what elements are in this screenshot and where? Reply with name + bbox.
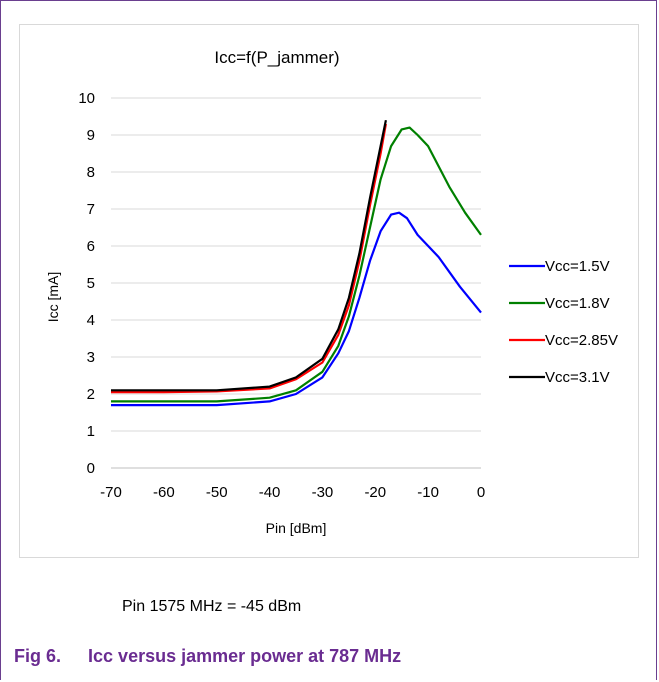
legend: Vcc=1.5V Vcc=1.8V Vcc=2.85V Vcc=3.1V <box>509 258 618 386</box>
grid-lines <box>111 97 481 469</box>
x-tick-label: -40 <box>259 484 281 501</box>
y-axis-ticks: 0 1 2 3 4 5 6 7 8 9 10 <box>78 90 95 477</box>
y-tick-label: 3 <box>87 349 95 366</box>
figure-number: Fig 6. <box>14 646 62 666</box>
y-tick-label: 8 <box>87 164 95 181</box>
y-tick-label: 2 <box>87 386 95 403</box>
y-tick-label: 10 <box>78 90 95 107</box>
x-tick-label: -30 <box>312 484 334 501</box>
y-tick-label: 4 <box>87 312 95 329</box>
series-line <box>111 126 482 403</box>
x-axis-ticks: -70 -60 -50 -40 -30 -20 -10 0 <box>100 484 485 501</box>
line-chart: Icc=f(P_jammer) Icc [mA] Pin [dBm] 0 1 2 3 4… <box>45 48 618 536</box>
legend-label: Vcc=3.1V <box>545 369 610 386</box>
x-tick-label: 0 <box>477 484 485 501</box>
chart-title: Icc=f(P_jammer) <box>214 48 339 67</box>
pin-note: Pin 1575 MHz = -45 dBm <box>122 598 302 615</box>
legend-label: Vcc=1.5V <box>545 258 610 275</box>
series-lines <box>111 119 482 407</box>
x-tick-label: -50 <box>206 484 228 501</box>
y-axis-label: Icc [mA] <box>45 272 61 323</box>
y-tick-label: 6 <box>87 238 95 255</box>
series-line <box>111 119 387 392</box>
x-tick-label: -70 <box>100 484 122 501</box>
x-tick-label: -60 <box>153 484 175 501</box>
y-tick-label: 7 <box>87 201 95 218</box>
series-line <box>111 123 387 394</box>
legend-label: Vcc=1.8V <box>545 295 610 312</box>
x-tick-label: -20 <box>364 484 386 501</box>
y-tick-label: 5 <box>87 275 95 292</box>
figure-caption: Fig 6. Icc versus jammer power at 787 MH… <box>14 646 401 667</box>
x-axis-label: Pin [dBm] <box>266 520 327 536</box>
y-tick-label: 0 <box>87 460 95 477</box>
y-tick-label: 9 <box>87 127 95 144</box>
y-tick-label: 1 <box>87 423 95 440</box>
series-line <box>111 211 482 407</box>
chart-container: Icc=f(P_jammer) Icc [mA] Pin [dBm] 0 1 2 3 4… <box>19 24 639 558</box>
x-tick-label: -10 <box>417 484 439 501</box>
figure-caption-text: Icc versus jammer power at 787 MHz <box>88 646 402 666</box>
legend-label: Vcc=2.85V <box>545 332 618 349</box>
